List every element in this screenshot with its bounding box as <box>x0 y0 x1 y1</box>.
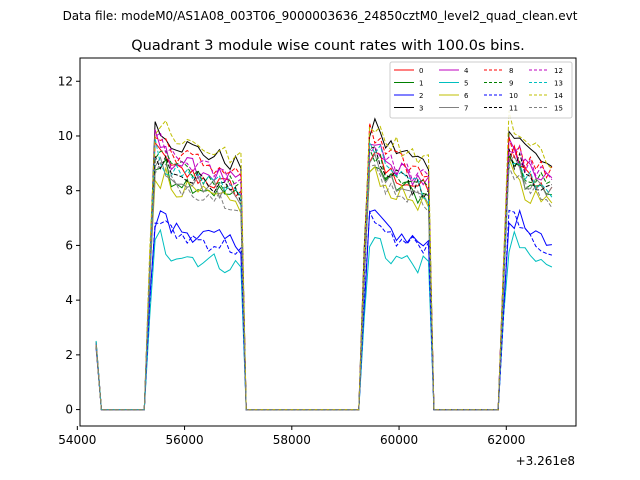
x-tick-label: 58000 <box>273 433 311 447</box>
legend-label-8: 8 <box>509 67 513 75</box>
legend-label-6: 6 <box>464 92 469 100</box>
y-tick-label: 2 <box>65 348 73 362</box>
legend-label-2: 2 <box>419 92 423 100</box>
series-line-7 <box>95 152 553 411</box>
x-tick-label: 62000 <box>487 433 525 447</box>
legend-label-15: 15 <box>554 105 563 113</box>
y-tick-label: 10 <box>58 129 73 143</box>
series-line-1 <box>95 154 552 411</box>
axes-frame <box>79 57 577 427</box>
legend-label-12: 12 <box>554 67 563 75</box>
legend-label-5: 5 <box>464 80 468 88</box>
y-tick-label: 6 <box>65 238 73 252</box>
series-line-10 <box>95 209 553 411</box>
legend-label-10: 10 <box>509 92 518 100</box>
legend-box <box>389 61 573 119</box>
x-tick-label: 56000 <box>165 433 203 447</box>
series-line-14 <box>95 110 553 411</box>
series-line-5 <box>95 228 553 411</box>
x-axis-ticks: 54000 56000 58000 60000 62000 <box>58 426 525 447</box>
x-tick-label: 60000 <box>380 433 418 447</box>
legend-label-1: 1 <box>419 80 423 88</box>
y-tick-label: 8 <box>65 184 73 198</box>
series-line-8 <box>95 123 553 411</box>
legend-label-3: 3 <box>419 105 423 113</box>
legend-label-11: 11 <box>509 105 518 113</box>
legend-label-4: 4 <box>464 67 469 75</box>
y-tick-label: 12 <box>58 74 73 88</box>
series-line-0 <box>95 141 553 411</box>
legend-label-13: 13 <box>554 80 563 88</box>
legend-label-9: 9 <box>509 80 513 88</box>
legend-label-0: 0 <box>419 67 423 75</box>
series-line-2 <box>95 208 552 411</box>
figure-suptitle: Data file: modeM0/AS1A08_003T06_90000036… <box>63 9 578 23</box>
y-tick-label: 4 <box>65 293 73 307</box>
y-tick-label: 0 <box>65 403 73 417</box>
legend-label-7: 7 <box>464 105 468 113</box>
series-line-15 <box>95 162 553 411</box>
series-line-13 <box>95 138 553 411</box>
chart-title: Quadrant 3 module wise count rates with … <box>131 38 525 54</box>
series-line-3 <box>95 117 553 411</box>
series-line-11 <box>95 146 553 411</box>
series-layer <box>95 110 553 411</box>
series-line-6 <box>95 158 553 411</box>
series-line-9 <box>95 148 553 411</box>
x-tick-label: 54000 <box>58 433 96 447</box>
y-axis-ticks: 0 2 4 6 8 10 12 <box>58 74 80 417</box>
legend-label-14: 14 <box>554 92 563 100</box>
x-axis-offset-label: +3.261e8 <box>516 454 575 468</box>
